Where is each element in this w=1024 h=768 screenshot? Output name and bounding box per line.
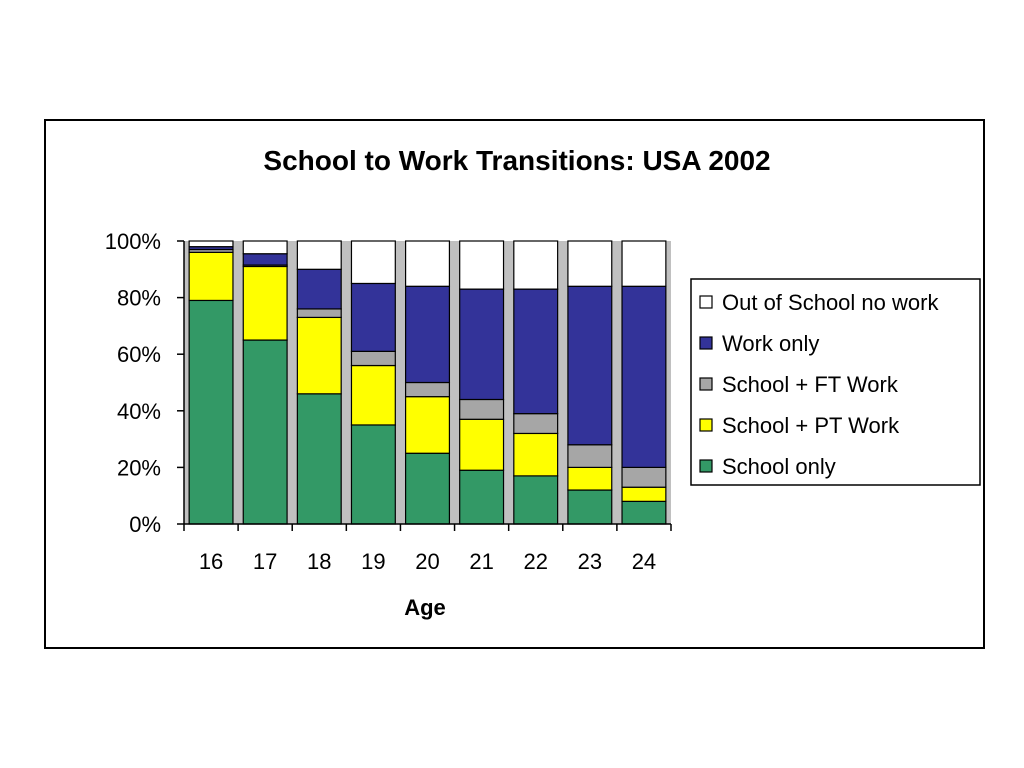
y-axis: 0% 20% 40% 60% 80% 100% bbox=[105, 229, 185, 537]
bar-segment-school-only-21 bbox=[459, 469, 505, 525]
bar-segment-school-only-17 bbox=[242, 339, 288, 525]
bar-segment-school-pt-work-17 bbox=[242, 265, 288, 341]
bar-segment-work-only-23 bbox=[567, 285, 613, 446]
bar-segment-out-of-school-no-work-22 bbox=[513, 240, 559, 290]
bar-segment-school-pt-work-22 bbox=[513, 432, 559, 477]
bar-segment-school-only-22 bbox=[513, 475, 559, 525]
x-axis: 16 17 18 19 20 21 22 23 24 bbox=[183, 523, 672, 574]
legend-label: Work only bbox=[722, 331, 819, 356]
x-tick-label: 19 bbox=[361, 549, 385, 574]
legend-label: School + FT Work bbox=[722, 372, 899, 397]
legend: Out of School no work Work only School + F… bbox=[690, 278, 981, 486]
bar-segment-work-only-22 bbox=[513, 288, 559, 415]
x-tick-label: 23 bbox=[578, 549, 602, 574]
legend-label: Out of School no work bbox=[722, 290, 939, 315]
y-tick-label: 60% bbox=[117, 342, 161, 367]
bar-segment-out-of-school-no-work-17 bbox=[242, 240, 288, 255]
bar-segment-work-only-18 bbox=[296, 268, 342, 310]
bar-segment-school-ft-work-20 bbox=[404, 381, 451, 398]
x-tick-label: 21 bbox=[469, 549, 493, 574]
chart-title: School to Work Transitions: USA 2002 bbox=[263, 145, 770, 176]
bar-segment-school-only-23 bbox=[567, 489, 613, 525]
legend-swatch bbox=[699, 336, 713, 350]
legend-swatch bbox=[699, 377, 713, 391]
bar-segment-school-pt-work-20 bbox=[404, 396, 451, 454]
legend-box bbox=[690, 278, 981, 486]
bar-segment-school-pt-work-23 bbox=[567, 466, 613, 491]
bar-segment-school-pt-work-21 bbox=[459, 418, 505, 471]
legend-swatch bbox=[699, 418, 713, 432]
bar-segment-school-pt-work-18 bbox=[296, 316, 342, 395]
bar-segment-school-only-19 bbox=[350, 424, 396, 525]
bar-segment-work-only-24 bbox=[621, 285, 667, 468]
bar-segment-school-pt-work-16 bbox=[188, 251, 234, 302]
x-axis-title: Age bbox=[404, 595, 446, 620]
bar-segment-out-of-school-no-work-16 bbox=[188, 240, 234, 248]
bar-segment-school-ft-work-24 bbox=[621, 466, 667, 488]
bar-segment-work-only-17 bbox=[242, 253, 288, 266]
bar-segment-out-of-school-no-work-20 bbox=[404, 240, 451, 287]
chart-svg: School to Work Transitions: USA 2002 0% 2… bbox=[105, 145, 981, 620]
y-tick-label: 0% bbox=[129, 512, 161, 537]
bar-segment-school-ft-work-21 bbox=[459, 398, 505, 420]
y-tick-label: 80% bbox=[117, 286, 161, 311]
bar-segment-out-of-school-no-work-23 bbox=[567, 240, 613, 287]
y-tick-label: 20% bbox=[117, 455, 161, 480]
bar-segment-school-ft-work-23 bbox=[567, 444, 613, 469]
bar-segment-school-ft-work-19 bbox=[350, 350, 396, 367]
bar-segment-out-of-school-no-work-18 bbox=[296, 240, 342, 270]
legend-swatch bbox=[699, 459, 713, 473]
bar-segment-out-of-school-no-work-19 bbox=[350, 240, 396, 285]
legend-label: School only bbox=[722, 454, 836, 479]
bar-segment-school-pt-work-24 bbox=[621, 486, 667, 502]
bar-segment-school-only-24 bbox=[621, 500, 667, 525]
x-tick-label: 16 bbox=[199, 549, 223, 574]
y-tick-label: 40% bbox=[117, 399, 161, 424]
bar-segment-school-pt-work-19 bbox=[350, 364, 396, 426]
bar-segment-school-only-20 bbox=[404, 452, 451, 525]
x-tick-label: 18 bbox=[307, 549, 331, 574]
y-tick-label: 100% bbox=[105, 229, 161, 254]
bar-segment-out-of-school-no-work-24 bbox=[621, 240, 667, 287]
x-tick-label: 17 bbox=[253, 549, 277, 574]
bar-segment-school-ft-work-22 bbox=[513, 413, 559, 435]
x-tick-label: 24 bbox=[632, 549, 656, 574]
bar-segment-out-of-school-no-work-21 bbox=[459, 240, 505, 290]
bar-segment-work-only-20 bbox=[404, 285, 451, 384]
chart-frame: School to Work Transitions: USA 2002 0% 2… bbox=[44, 119, 985, 649]
bar-segment-school-ft-work-18 bbox=[296, 308, 342, 319]
legend-label: School + PT Work bbox=[722, 413, 900, 438]
bar-segment-work-only-19 bbox=[350, 282, 396, 352]
plot-area bbox=[184, 240, 671, 525]
bar-segment-work-only-21 bbox=[459, 288, 505, 401]
x-tick-label: 22 bbox=[523, 549, 547, 574]
bar-segment-school-only-18 bbox=[296, 393, 342, 525]
x-tick-label: 20 bbox=[415, 549, 439, 574]
legend-swatch bbox=[699, 295, 713, 309]
bar-segment-school-only-16 bbox=[188, 299, 234, 525]
